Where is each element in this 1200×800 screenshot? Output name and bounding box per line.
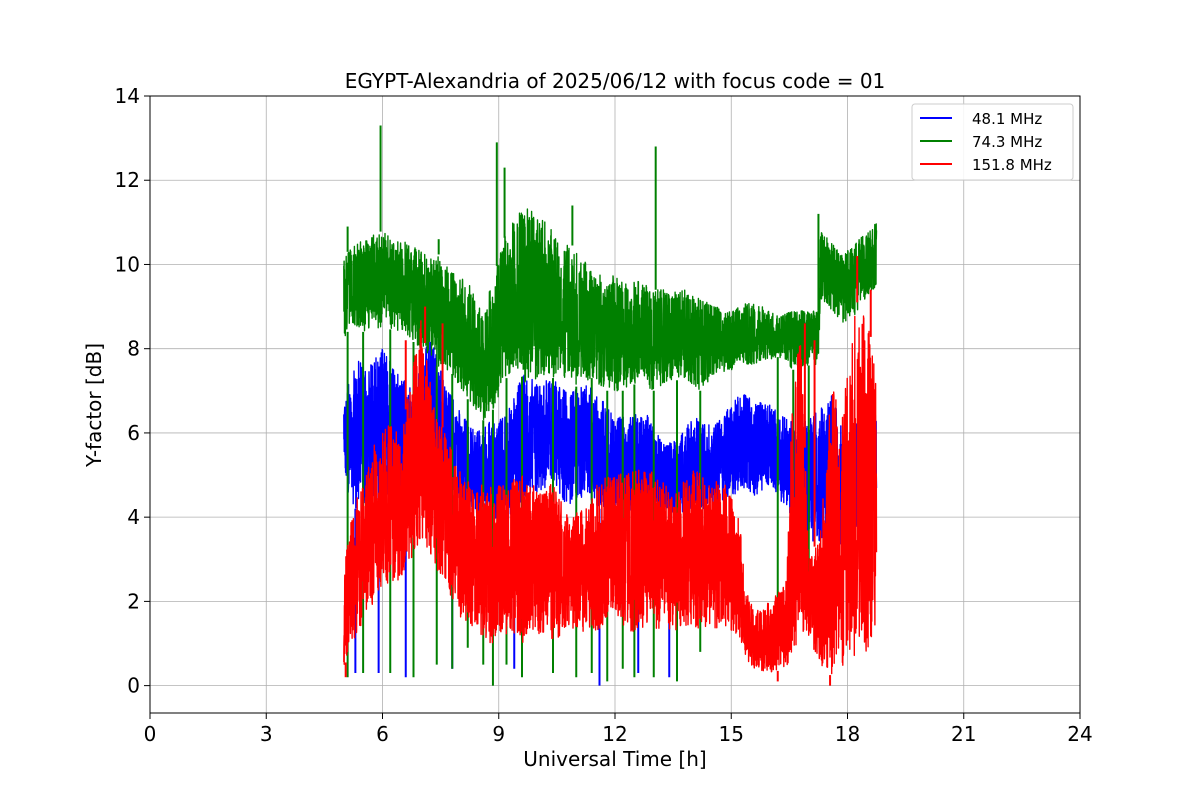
y-tick-label: 8 (127, 337, 140, 361)
x-tick-label: 18 (835, 722, 860, 746)
x-tick-label: 24 (1067, 722, 1092, 746)
series-trace (343, 208, 878, 421)
plot-series (343, 125, 878, 686)
chart-title: EGYPT-Alexandria of 2025/06/12 with focu… (345, 69, 886, 93)
legend: 48.1 MHz 74.3 MHz 151.8 MHz (911, 103, 1074, 181)
series-trace (343, 315, 878, 675)
y-tick-label: 4 (127, 505, 140, 529)
x-axis-label: Universal Time [h] (523, 747, 706, 771)
y-tick-label: 12 (115, 168, 140, 192)
y-tick-label: 0 (127, 674, 140, 698)
y-axis-label: Y-factor [dB] (82, 343, 106, 468)
y-tick-label: 14 (115, 84, 140, 108)
x-tick-label: 21 (951, 722, 976, 746)
x-tick-label: 15 (719, 722, 744, 746)
x-tick-label: 3 (260, 722, 273, 746)
x-tick-label: 9 (492, 722, 505, 746)
y-tick-label: 6 (127, 421, 140, 445)
x-tick-label: 12 (602, 722, 627, 746)
series-151-8-mhz (343, 256, 878, 686)
legend-label: 48.1 MHz (972, 110, 1042, 128)
y-tick-label: 10 (115, 252, 140, 276)
x-tick-label: 6 (376, 722, 389, 746)
legend-label: 74.3 MHz (972, 133, 1042, 151)
x-tick-label: 0 (144, 722, 157, 746)
y-tick-label: 2 (127, 589, 140, 613)
legend-label: 151.8 MHz (972, 156, 1052, 174)
legend-box (911, 103, 1074, 181)
